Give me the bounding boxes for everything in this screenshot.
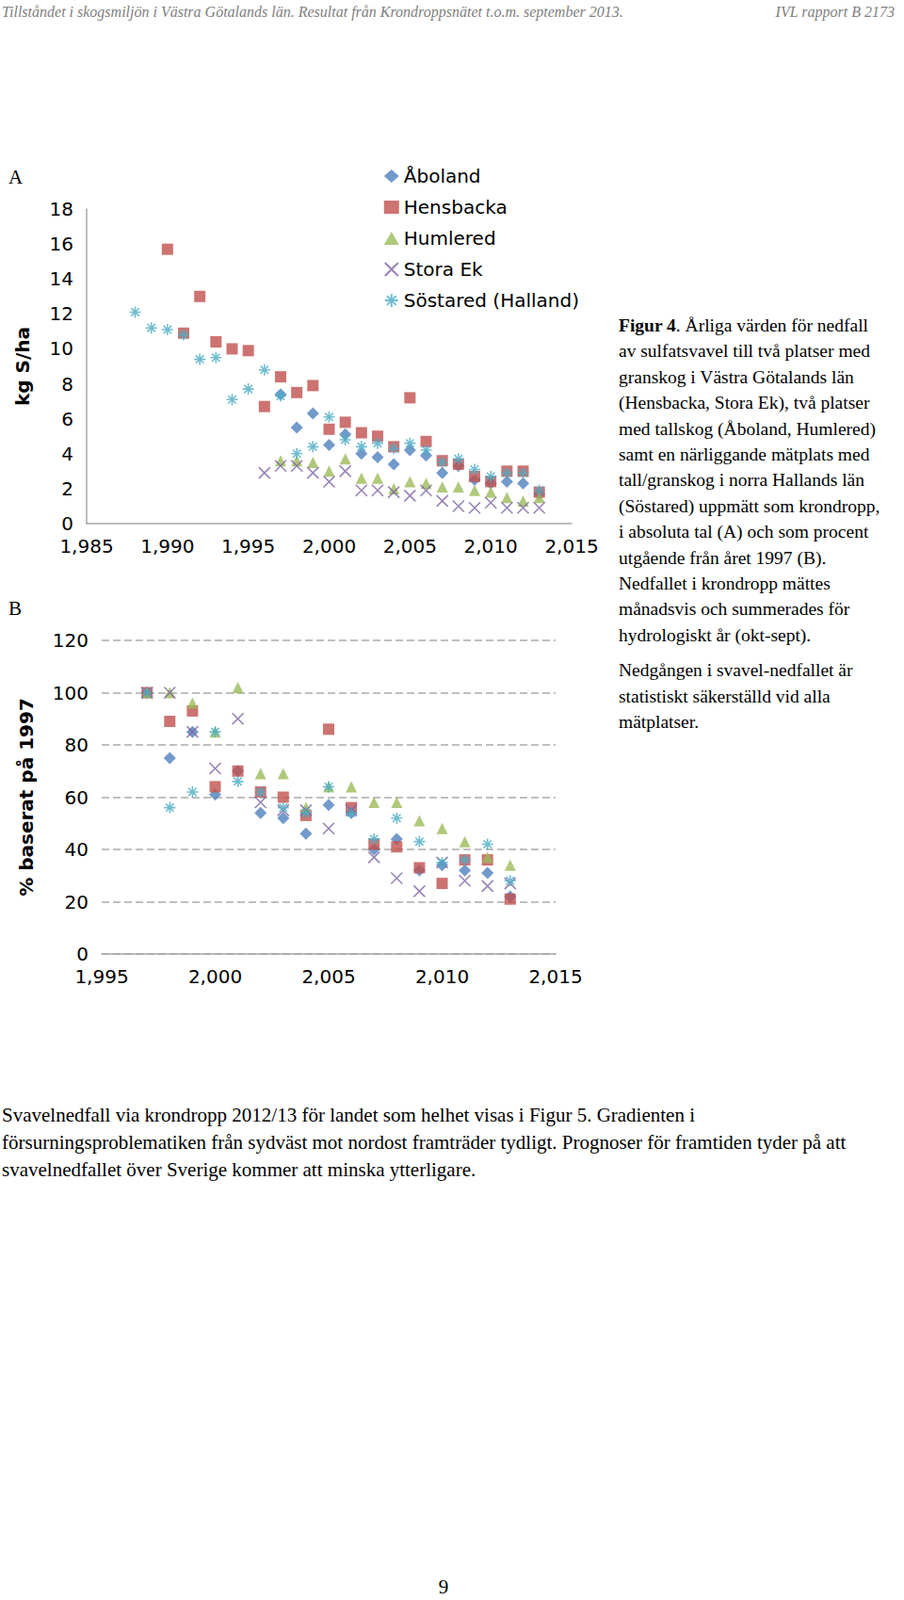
svg-text:20: 20 [64,890,89,914]
svg-text:B: B [8,597,22,620]
svg-text:14: 14 [49,267,74,291]
svg-text:2,005: 2,005 [383,534,437,558]
html-text:IVL rapport B 2173: IVL rapport B 2173 [775,3,895,20]
svg-text:% baserat på 1997: % baserat på 1997 [15,697,38,897]
html-text:Svavelnedfall via krondropp 20: Svavelnedfall via krondropp 2012/13 för … [1,1103,846,1181]
svg-text:6: 6 [61,407,74,431]
svg-text:Humlered: Humlered [403,226,497,250]
svg-text:2,010: 2,010 [415,965,469,988]
svg-text:2,010: 2,010 [464,534,518,558]
html-text:Tillståndet i skogsmiljön i Vä: Tillståndet i skogsmiljön i Västra Götal… [1,3,624,20]
svg-text:Söstared (Halland): Söstared (Halland) [403,289,580,312]
svg-text:1,995: 1,995 [221,534,275,558]
svg-text:A: A [8,165,24,189]
html-text:Figur 4. Årliga värden för ned: Figur 4. Årliga värden för nedfall av su… [618,315,880,645]
svg-text:18: 18 [49,197,74,221]
svg-text:80: 80 [64,733,89,757]
svg-text:2,005: 2,005 [301,965,356,988]
svg-text:100: 100 [52,681,89,705]
svg-text:2: 2 [61,477,74,501]
svg-text:2,015: 2,015 [528,965,582,988]
svg-text:1,990: 1,990 [140,534,194,558]
svg-text:2,000: 2,000 [302,534,356,558]
svg-text:Hensbacka: Hensbacka [403,195,508,219]
svg-text:120: 120 [52,629,89,652]
svg-text:0: 0 [61,512,74,535]
svg-text:4: 4 [61,442,74,466]
svg-text:Stora Ek: Stora Ek [403,258,484,281]
html-text:Nedgången i svavel-nedfallet ä: Nedgången i svavel-nedfallet är statisti… [618,660,853,732]
svg-text:2,000: 2,000 [188,965,243,988]
svg-text:8: 8 [61,372,74,396]
svg-text:Åboland: Åboland [403,164,482,188]
svg-text:1,985: 1,985 [59,534,113,558]
svg-text:12: 12 [49,302,74,325]
svg-text:60: 60 [64,786,89,809]
svg-text:kg S/ha: kg S/ha [11,326,34,406]
svg-text:0: 0 [76,942,89,966]
svg-text:10: 10 [49,337,74,360]
svg-text:2,015: 2,015 [544,534,598,558]
svg-text:16: 16 [49,232,74,256]
svg-text:40: 40 [64,838,89,861]
svg-text:1,995: 1,995 [74,965,129,988]
html-text:9: 9 [438,1575,449,1599]
